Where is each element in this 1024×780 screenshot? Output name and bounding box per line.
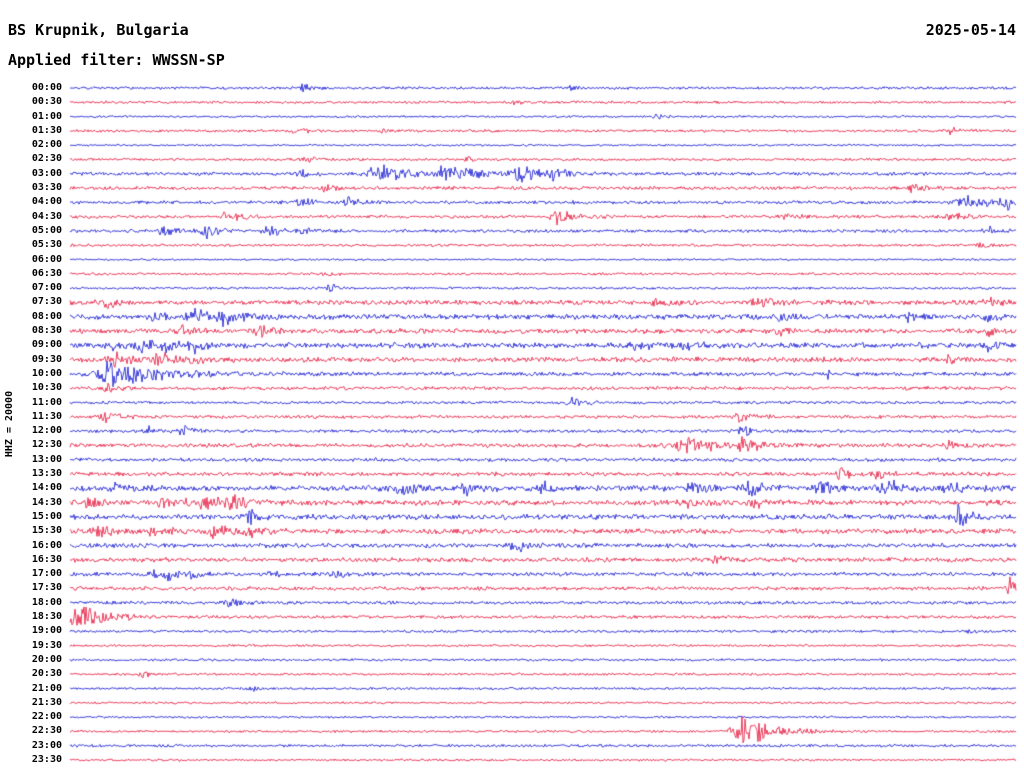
trace-time-label: 13:00: [31, 453, 62, 465]
trace-time-label: 19:30: [31, 639, 62, 651]
trace-time-label: 22:30: [31, 725, 62, 737]
trace-time-label: 07:00: [31, 282, 62, 294]
trace-time-label: 14:00: [31, 482, 62, 494]
trace-time-label: 05:30: [31, 239, 62, 251]
trace-time-label: 07:30: [31, 296, 62, 308]
trace-time-label: 01:00: [31, 110, 62, 122]
trace-time-label: 21:00: [31, 682, 62, 694]
trace-time-label: 01:30: [31, 124, 62, 136]
trace-time-label: 22:00: [31, 711, 62, 723]
trace-time-label: 12:00: [31, 425, 62, 437]
trace-time-label: 06:00: [31, 253, 62, 265]
trace-time-label: 13:30: [31, 468, 62, 480]
trace-time-label: 16:30: [31, 553, 62, 565]
trace-time-label: 14:30: [31, 496, 62, 508]
trace-time-label: 04:30: [31, 210, 62, 222]
trace-time-label: 12:30: [31, 439, 62, 451]
trace-time-label: 02:00: [31, 139, 62, 151]
trace-time-label: 18:00: [31, 596, 62, 608]
trace-time-label: 10:00: [31, 367, 62, 379]
trace-time-label: 03:30: [31, 182, 62, 194]
trace-time-label: 09:30: [31, 353, 62, 365]
trace-time-label: 00:30: [31, 96, 62, 108]
trace-time-label: 19:00: [31, 625, 62, 637]
trace-time-label: 15:30: [31, 525, 62, 537]
trace-time-label: 17:00: [31, 568, 62, 580]
trace-time-label: 23:00: [31, 739, 62, 751]
station-title: BS Krupnik, Bulgaria: [8, 21, 189, 39]
trace-time-label: 11:30: [31, 410, 62, 422]
trace-time-label: 23:30: [31, 754, 62, 765]
trace-time-label: 06:30: [31, 267, 62, 279]
trace-time-label: 17:30: [31, 582, 62, 594]
trace-time-label: 10:30: [31, 382, 62, 394]
trace-time-label: 20:00: [31, 653, 62, 665]
trace-time-label: 20:30: [31, 668, 62, 680]
trace-time-label: 08:30: [31, 325, 62, 337]
trace-time-label: 15:00: [31, 510, 62, 522]
trace-time-label: 08:00: [31, 310, 62, 322]
trace-time-label: 00:00: [31, 82, 62, 93]
trace-time-label: 05:00: [31, 224, 62, 236]
trace-time-label: 16:00: [31, 539, 62, 551]
filter-label: Applied filter: WWSSN-SP: [8, 51, 225, 69]
trace-time-label: 03:00: [31, 167, 62, 179]
trace-time-label: 21:30: [31, 696, 62, 708]
trace-time-label: 11:00: [31, 396, 62, 408]
trace-time-label: 04:00: [31, 196, 62, 208]
date-label: 2025-05-14: [925, 21, 1016, 39]
trace-time-label: 09:00: [31, 339, 62, 351]
trace-time-label: 18:30: [31, 611, 62, 623]
trace-time-label: 02:30: [31, 153, 62, 165]
